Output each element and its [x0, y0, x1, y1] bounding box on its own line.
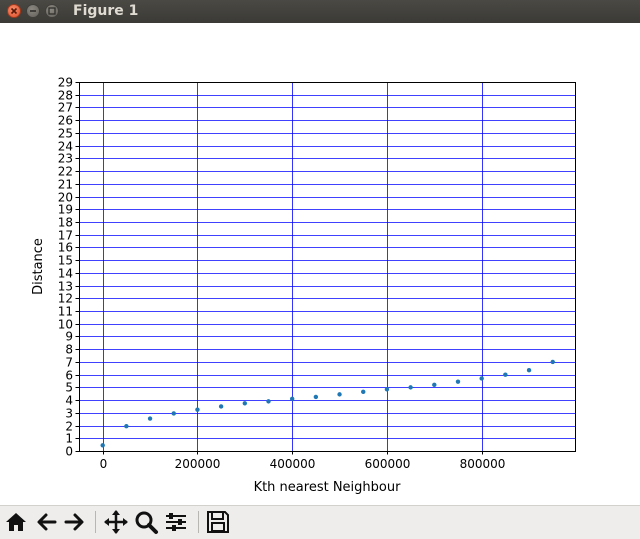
- data-point: [455, 379, 461, 384]
- y-tick-label: 23: [58, 152, 73, 166]
- back-button[interactable]: [33, 509, 59, 535]
- data-point: [479, 376, 484, 381]
- grid-lines: [79, 82, 575, 451]
- y-tick-label: 15: [58, 254, 73, 268]
- y-tick-label: 13: [58, 280, 73, 294]
- x-tick-label: 400000: [270, 457, 316, 471]
- y-tick-label: 21: [58, 178, 73, 192]
- y-tick-label: 10: [58, 318, 73, 332]
- pan-button[interactable]: [103, 509, 129, 535]
- data-point: [195, 407, 200, 412]
- save-icon: [207, 511, 229, 533]
- data-point: [432, 382, 437, 388]
- data-point: [266, 399, 271, 404]
- zoom-button[interactable]: [133, 509, 159, 535]
- home-icon: [6, 513, 26, 531]
- data-point: [124, 423, 129, 429]
- y-tick-label: 1: [65, 432, 73, 446]
- minimize-icon: [30, 10, 36, 12]
- data-point: [218, 404, 224, 409]
- y-tick-label: 25: [58, 127, 73, 141]
- y-tick-label: 26: [58, 114, 73, 128]
- axis-ticks: 0123456789101112131415161718192021222324…: [58, 76, 506, 472]
- x-axis-label: Kth nearest Neighbour: [254, 480, 402, 495]
- close-icon: [10, 7, 18, 15]
- x-tick-label: 600000: [365, 457, 411, 471]
- y-tick-label: 12: [58, 292, 73, 306]
- x-tick-label: 0: [100, 457, 108, 471]
- data-point: [337, 392, 342, 397]
- y-tick-label: 14: [58, 267, 73, 281]
- y-tick-label: 4: [65, 394, 73, 408]
- axes-frame: [79, 82, 576, 452]
- toolbar-separator: [95, 511, 96, 533]
- y-tick-label: 16: [58, 241, 73, 255]
- close-button[interactable]: [7, 4, 21, 18]
- data-point: [242, 401, 248, 406]
- data-points: [100, 359, 555, 448]
- maximize-button[interactable]: [45, 4, 59, 18]
- data-point: [147, 416, 153, 421]
- y-tick-label: 5: [65, 381, 73, 395]
- y-tick-label: 18: [58, 216, 73, 230]
- window-title: Figure 1: [73, 3, 139, 19]
- y-tick-label: 0: [65, 445, 73, 459]
- y-tick-label: 20: [58, 191, 73, 205]
- x-tick-label: 800000: [460, 457, 506, 471]
- pan-icon: [104, 510, 128, 534]
- y-tick-label: 22: [58, 165, 73, 179]
- y-tick-label: 7: [65, 356, 73, 370]
- y-tick-label: 2: [65, 420, 73, 434]
- y-tick-label: 17: [58, 229, 73, 243]
- data-point: [361, 389, 366, 395]
- y-tick-label: 28: [58, 89, 73, 103]
- data-point: [384, 387, 390, 392]
- window-titlebar: Figure 1: [0, 0, 640, 23]
- data-point: [289, 396, 295, 402]
- configure-subplots-button[interactable]: [163, 509, 189, 535]
- y-axis-label: Distance: [31, 238, 46, 295]
- data-point: [313, 394, 319, 400]
- data-point: [503, 372, 508, 377]
- back-arrow-icon: [37, 513, 57, 531]
- minimize-button[interactable]: [26, 4, 40, 18]
- y-tick-label: 9: [65, 330, 73, 344]
- figure-canvas: 0 1 2 3 4 5 6 7 8 9 10 11 12 13 14 15 16 17 18 19 20 21 22 23 24…: [0, 23, 640, 505]
- zoom-icon: [135, 511, 158, 534]
- maximize-icon: [48, 7, 56, 15]
- toolbar-separator: [198, 511, 199, 533]
- y-tick-label: 27: [58, 101, 73, 115]
- y-tick-label: 29: [58, 76, 73, 90]
- x-tick-label: 200000: [175, 457, 221, 471]
- data-point: [171, 411, 176, 416]
- forward-button[interactable]: [62, 509, 88, 535]
- data-point: [408, 385, 413, 390]
- home-button[interactable]: [3, 509, 29, 535]
- navigation-toolbar: [0, 505, 640, 539]
- save-button[interactable]: [205, 509, 231, 535]
- data-point: [526, 368, 532, 373]
- data-point: [100, 443, 105, 448]
- y-tick-label: 3: [65, 407, 73, 421]
- data-point: [550, 359, 555, 365]
- y-tick-label: 6: [65, 369, 73, 383]
- configure-subplots-icon: [166, 513, 186, 531]
- scatter-chart: 0123456789101112131415161718192021222324…: [31, 76, 576, 495]
- y-tick-label: 24: [58, 140, 73, 154]
- y-tick-label: 19: [58, 203, 73, 217]
- y-tick-label: 8: [65, 343, 73, 357]
- forward-arrow-icon: [64, 513, 84, 531]
- y-tick-label: 11: [58, 305, 73, 319]
